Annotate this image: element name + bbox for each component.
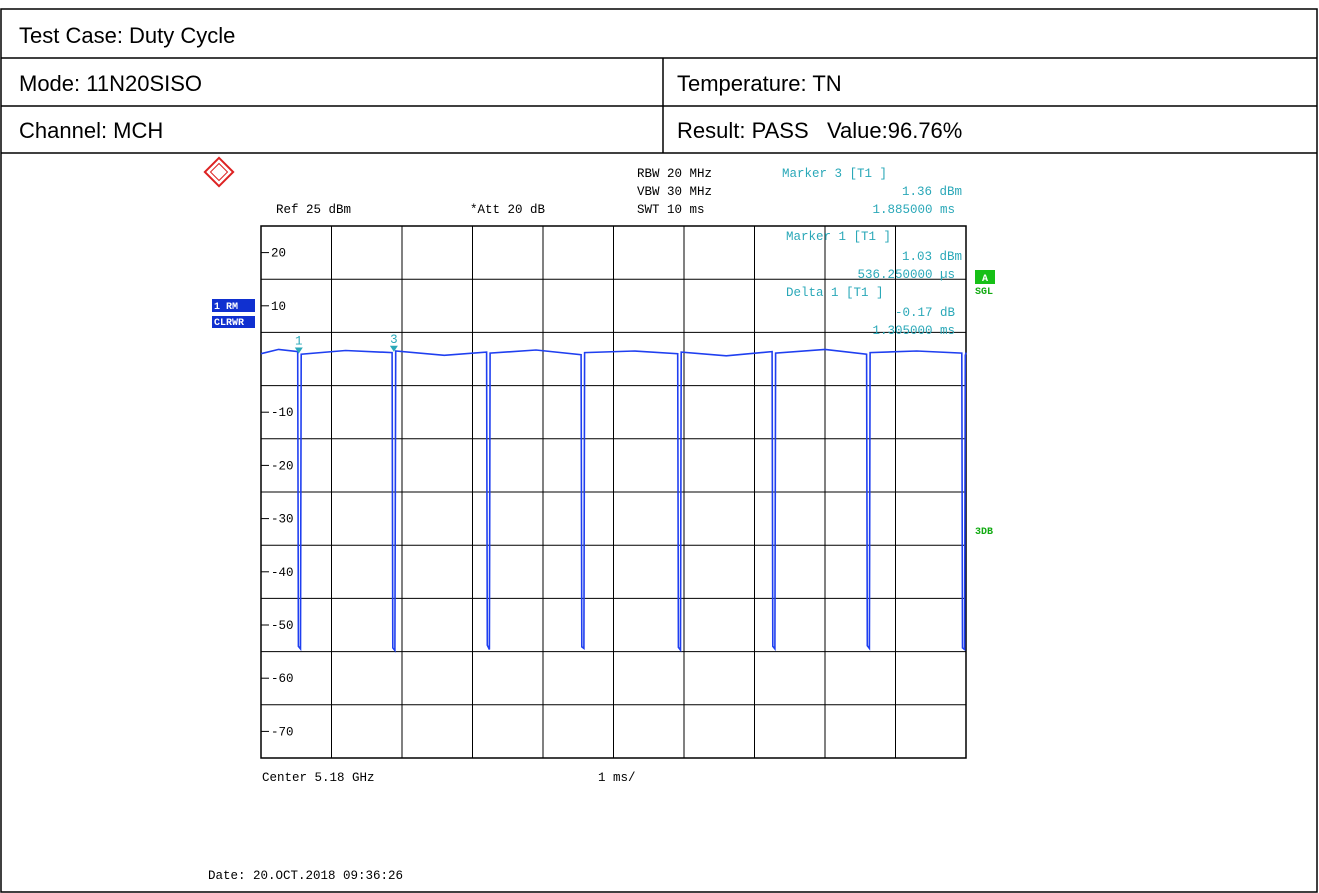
annotation: 536.250000 µs [857,268,955,282]
annotation: VBW 30 MHz [637,185,712,199]
y-tick-label: -50 [271,619,294,633]
annotation: RBW 20 MHz [637,167,712,181]
y-tick-label: -30 [271,513,294,527]
annotation: Marker 3 [T1 ] [782,167,887,181]
annotation: 3DB [975,527,993,538]
annotation: Center 5.18 GHz [262,771,375,785]
annotation: -0.17 dB [895,306,956,320]
analyzer-plot: 20 10 -10 -20 -30 -40 -50 -60 -70 RBW 20 MHz VBW 3… [208,167,993,883]
marker-label: 3 [390,333,398,347]
annotation: 1.885000 ms [872,203,955,217]
annotation: Date: 20.OCT.2018 09:36:26 [208,869,403,883]
marker [294,347,303,354]
test-case: Test Case: Duty Cycle [19,23,235,48]
annotation: 1 ms/ [598,771,636,785]
y-tick-label: 10 [271,300,286,314]
annotation: Delta 1 [T1 ] [786,286,884,300]
annotation: CLRWR [214,318,244,329]
table-border [0,8,1318,893]
annotation: Ref 25 dBm [276,203,351,217]
cell: Result: PASS Value:96.76% [677,118,962,143]
annotation: 1.305000 ms [872,324,955,338]
annotation: 1 RM [214,302,238,313]
status-box [975,270,995,284]
cell: Channel: MCH [19,118,163,143]
annotation: SGL [975,287,993,298]
annotation: 1.03 dBm [902,250,962,264]
y-tick-label: 20 [271,247,286,261]
trace-box [212,299,255,312]
rs-logo [203,156,235,188]
cell: Temperature: TN [677,71,842,96]
annotation: SWT 10 ms [637,203,705,217]
y-tick-label: -70 [271,725,294,739]
cell: Mode: 11N20SISO [19,71,202,96]
y-tick-label: -60 [271,672,294,686]
y-tick-label: -20 [271,459,294,473]
marker [389,345,398,352]
marker-label: 1 [295,335,303,349]
annotation: A [982,274,988,285]
trace-box [212,316,255,328]
y-tick-label: -10 [271,406,294,420]
annotation: *Att 20 dB [470,203,546,217]
annotation: Marker 1 [T1 ] [786,230,891,244]
trace [260,348,967,653]
y-tick-label: -40 [271,566,294,580]
annotation: 1.36 dBm [902,185,962,199]
